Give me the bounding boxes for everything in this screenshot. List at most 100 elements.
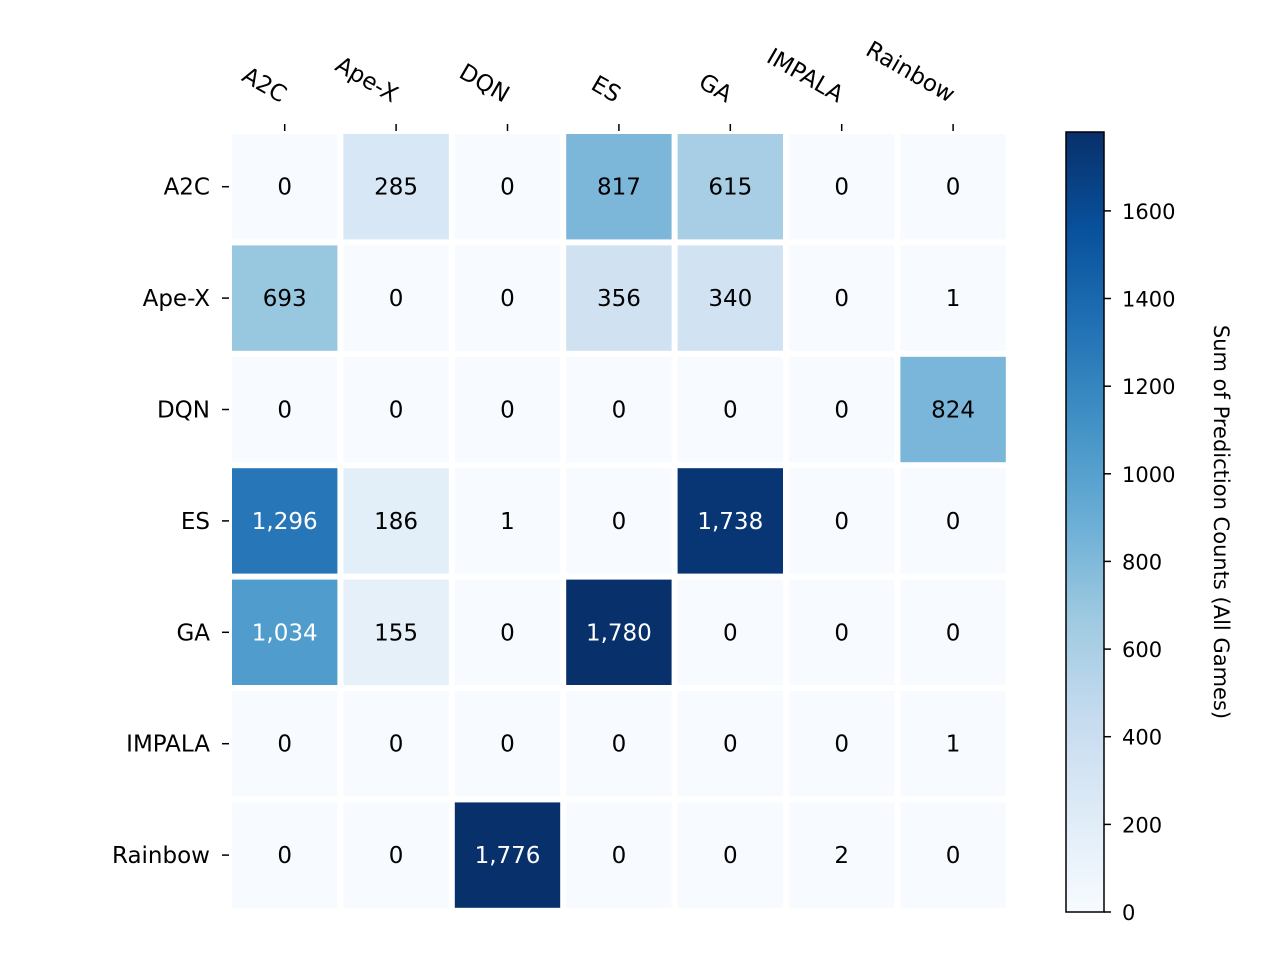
cell-value-label: 0 xyxy=(723,843,738,869)
cell-value-label: 0 xyxy=(834,732,849,758)
x-tick-label: Rainbow xyxy=(861,37,959,109)
colorbar: 0 200 400 600 800 1000 1200 1400 1600 Sum of Pred… xyxy=(1065,131,1233,925)
y-tick-label: Rainbow xyxy=(112,843,210,869)
cell-value-label: 0 xyxy=(946,843,961,869)
cell-value-label: 0 xyxy=(946,175,961,201)
heatmap-cell xyxy=(454,802,561,908)
heatmap-cell xyxy=(566,468,672,574)
y-tick-label: A2C xyxy=(164,175,210,201)
heatmap-cell xyxy=(232,468,338,574)
colorbar-tick-label: 800 xyxy=(1122,550,1162,574)
heatmap-cell xyxy=(677,245,783,351)
cell-value-label: 0 xyxy=(389,843,404,869)
cell-value-label: 0 xyxy=(500,732,515,758)
heatmap-cell xyxy=(677,579,783,685)
heatmap-cell xyxy=(232,134,338,240)
cell-value-label: 1,738 xyxy=(697,509,763,535)
cell-value-label: 356 xyxy=(597,286,641,312)
heatmap-cell xyxy=(677,691,783,797)
cell-value-label: 0 xyxy=(389,398,404,424)
cell-value-label: 1,034 xyxy=(252,620,318,646)
heatmap-cell xyxy=(900,356,1006,463)
colorbar-tick-label: 1400 xyxy=(1122,288,1175,312)
cell-value-label: 0 xyxy=(612,732,627,758)
cell-value-label: 1 xyxy=(500,509,515,535)
cell-value-label: 285 xyxy=(374,175,418,201)
colorbar-title: Sum of Prediction Counts (All Games) xyxy=(1209,325,1233,719)
cell-value-label: 817 xyxy=(597,175,641,201)
cell-value-label: 1 xyxy=(946,732,961,758)
cell-value-label: 0 xyxy=(500,398,515,424)
heatmap-cell xyxy=(677,356,783,463)
cell-value-label: 0 xyxy=(834,620,849,646)
heatmap-cell xyxy=(566,245,672,351)
x-tick-label: A2C xyxy=(237,62,290,108)
heatmap-cell xyxy=(343,134,449,240)
heatmap-cell xyxy=(454,245,561,351)
heatmap-cell xyxy=(566,356,672,463)
colorbar-gradient xyxy=(1065,131,1105,913)
cell-value-label: 0 xyxy=(277,175,292,201)
cell-value-label: 0 xyxy=(723,620,738,646)
cell-value-label: 0 xyxy=(612,398,627,424)
x-tick-label: ES xyxy=(587,71,625,108)
heatmap-cell xyxy=(454,691,561,797)
colorbar-tick-label: 400 xyxy=(1122,726,1162,750)
heatmap-cell xyxy=(343,691,449,797)
heatmap-cells: 0 285 0 817 615 0 0 693 0 0 356 340 0 1 0 0 0 0 0 0 824 1,296… xyxy=(232,134,1006,908)
cell-value-label: 0 xyxy=(834,509,849,535)
y-tick-label: DQN xyxy=(157,398,210,424)
cell-value-label: 155 xyxy=(374,620,418,646)
y-tick-label: Ape-X xyxy=(143,286,211,312)
cell-value-label: 1,296 xyxy=(252,509,318,535)
y-tick-label: GA xyxy=(176,620,210,646)
y-tick-label: IMPALA xyxy=(126,732,210,758)
heatmap-cell xyxy=(677,134,783,240)
colorbar-tick-label: 600 xyxy=(1122,638,1162,662)
x-tick-label: GA xyxy=(694,69,736,108)
heatmap-cell xyxy=(566,579,672,685)
colorbar-tick-label: 200 xyxy=(1122,813,1162,837)
heatmap-cell xyxy=(343,579,449,685)
heatmap-cell xyxy=(232,245,338,351)
cell-value-label: 1 xyxy=(946,286,961,312)
heatmap-cell xyxy=(900,245,1006,351)
heatmap-cell xyxy=(900,691,1006,797)
heatmap-cell xyxy=(343,468,449,574)
cell-value-label: 824 xyxy=(931,398,975,424)
heatmap-cell xyxy=(232,579,338,685)
heatmap-cell xyxy=(232,691,338,797)
heatmap-cell xyxy=(677,802,783,908)
x-tick-label: Ape-X xyxy=(331,52,403,108)
cell-value-label: 0 xyxy=(500,286,515,312)
cell-value-label: 0 xyxy=(834,286,849,312)
y-tick-label: ES xyxy=(181,509,210,535)
cell-value-label: 0 xyxy=(500,620,515,646)
cell-value-label: 1,776 xyxy=(475,843,541,869)
heatmap-cell xyxy=(343,356,449,463)
x-tick-label: IMPALA xyxy=(762,44,848,109)
cell-value-label: 0 xyxy=(723,398,738,424)
cell-value-label: 0 xyxy=(277,732,292,758)
y-axis: A2C Ape-X DQN ES GA IMPALA Rainbow xyxy=(112,175,229,869)
heatmap-cell xyxy=(454,134,561,240)
cell-value-label: 0 xyxy=(612,843,627,869)
heatmap-cell xyxy=(343,245,449,351)
cell-value-label: 0 xyxy=(612,509,627,535)
cell-value-label: 1,780 xyxy=(586,620,652,646)
colorbar-tick-label: 0 xyxy=(1122,901,1135,925)
heatmap-cell xyxy=(789,245,895,351)
cell-value-label: 693 xyxy=(263,286,307,312)
cell-value-label: 0 xyxy=(946,620,961,646)
cell-value-label: 0 xyxy=(723,732,738,758)
cell-value-label: 0 xyxy=(834,175,849,201)
heatmap-cell xyxy=(454,468,561,574)
heatmap-cell xyxy=(454,356,561,463)
heatmap-cell xyxy=(343,802,449,908)
heatmap-cell xyxy=(789,356,895,463)
cell-value-label: 0 xyxy=(389,732,404,758)
heatmap-cell xyxy=(566,134,672,240)
colorbar-tick-label: 1200 xyxy=(1122,375,1175,399)
